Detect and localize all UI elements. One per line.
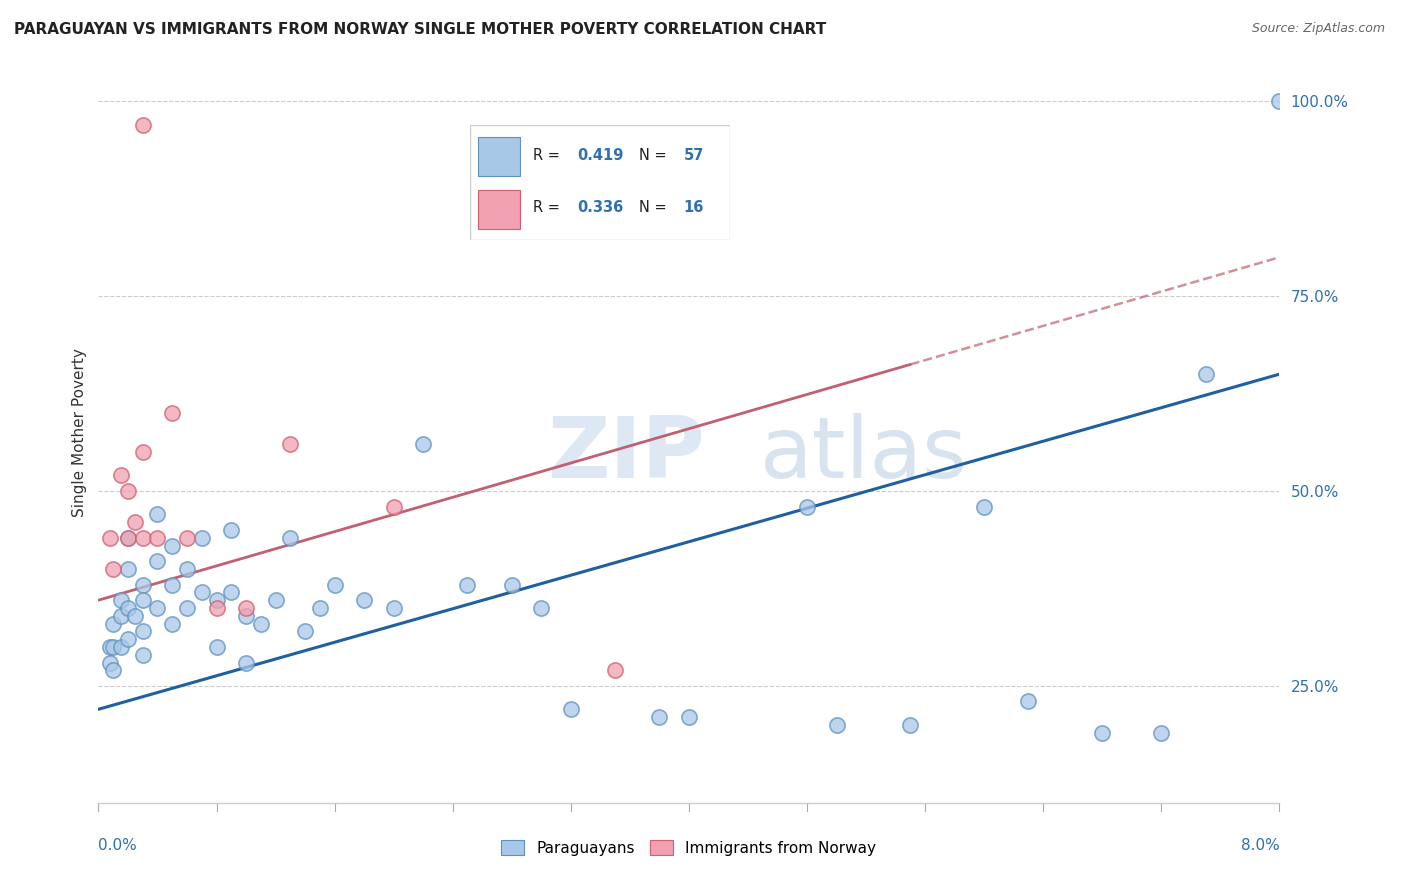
Point (132, 648, 155, 662)
Point (250, 616, 273, 631)
Text: Source: ZipAtlas.com: Source: ZipAtlas.com (1251, 22, 1385, 36)
Text: 8.0%: 8.0% (1240, 838, 1279, 853)
Point (457, 577, 479, 591)
Point (176, 562, 198, 576)
Point (530, 601, 553, 615)
Point (648, 710, 671, 724)
Point (382, 601, 405, 615)
Point (235, 601, 257, 615)
Point (280, 531, 302, 545)
Point (117, 601, 139, 615)
Point (132, 593, 155, 607)
Point (146, 531, 169, 545)
Point (162, 406, 183, 420)
Point (117, 484, 139, 499)
Point (221, 523, 243, 537)
Point (191, 531, 214, 545)
Point (1195, 367, 1218, 381)
Point (973, 500, 995, 514)
Point (124, 515, 146, 529)
Point (205, 593, 228, 607)
Text: PARAGUAYAN VS IMMIGRANTS FROM NORWAY SINGLE MOTHER POVERTY CORRELATION CHART: PARAGUAYAN VS IMMIGRANTS FROM NORWAY SIN… (14, 22, 827, 37)
Point (560, 702, 582, 716)
Point (264, 593, 287, 607)
Point (353, 593, 375, 607)
Point (605, 663, 627, 677)
Point (162, 616, 183, 631)
Point (117, 632, 139, 647)
Point (323, 577, 346, 591)
Y-axis label: Single Mother Poverty: Single Mother Poverty (72, 348, 87, 517)
Point (110, 593, 132, 607)
Point (132, 118, 155, 132)
Legend: Paraguayans, Immigrants from Norway: Paraguayans, Immigrants from Norway (495, 834, 883, 862)
Point (162, 539, 183, 553)
Point (162, 577, 183, 591)
Point (132, 577, 155, 591)
Point (235, 608, 257, 623)
Point (98, 640, 121, 654)
Point (132, 445, 155, 459)
Point (191, 585, 214, 599)
Point (900, 718, 922, 732)
Point (412, 437, 434, 451)
Point (235, 656, 257, 670)
Point (1091, 725, 1114, 739)
Point (280, 437, 302, 451)
Point (146, 554, 169, 568)
Point (146, 508, 169, 522)
Point (501, 577, 523, 591)
Point (205, 601, 228, 615)
Point (110, 468, 132, 483)
Point (294, 624, 316, 639)
Point (132, 624, 155, 639)
Point (382, 500, 405, 514)
Point (117, 531, 139, 545)
Point (796, 500, 818, 514)
Point (132, 531, 155, 545)
Point (309, 601, 332, 615)
Point (117, 531, 139, 545)
Point (103, 640, 125, 654)
Point (1018, 694, 1040, 708)
Point (98, 531, 121, 545)
Point (205, 640, 228, 654)
Point (176, 531, 198, 545)
Point (117, 562, 139, 576)
Point (678, 710, 700, 724)
Point (825, 718, 848, 732)
Point (1268, 95, 1291, 109)
Point (146, 601, 169, 615)
Text: ZIP: ZIP (547, 413, 704, 496)
Point (103, 562, 125, 576)
Point (1150, 725, 1173, 739)
Point (110, 640, 132, 654)
Point (221, 585, 243, 599)
Point (110, 608, 132, 623)
Point (103, 616, 125, 631)
Text: atlas: atlas (759, 413, 967, 496)
Text: 0.0%: 0.0% (98, 838, 138, 853)
Point (98, 656, 121, 670)
Point (176, 601, 198, 615)
Point (124, 608, 146, 623)
Point (103, 663, 125, 677)
